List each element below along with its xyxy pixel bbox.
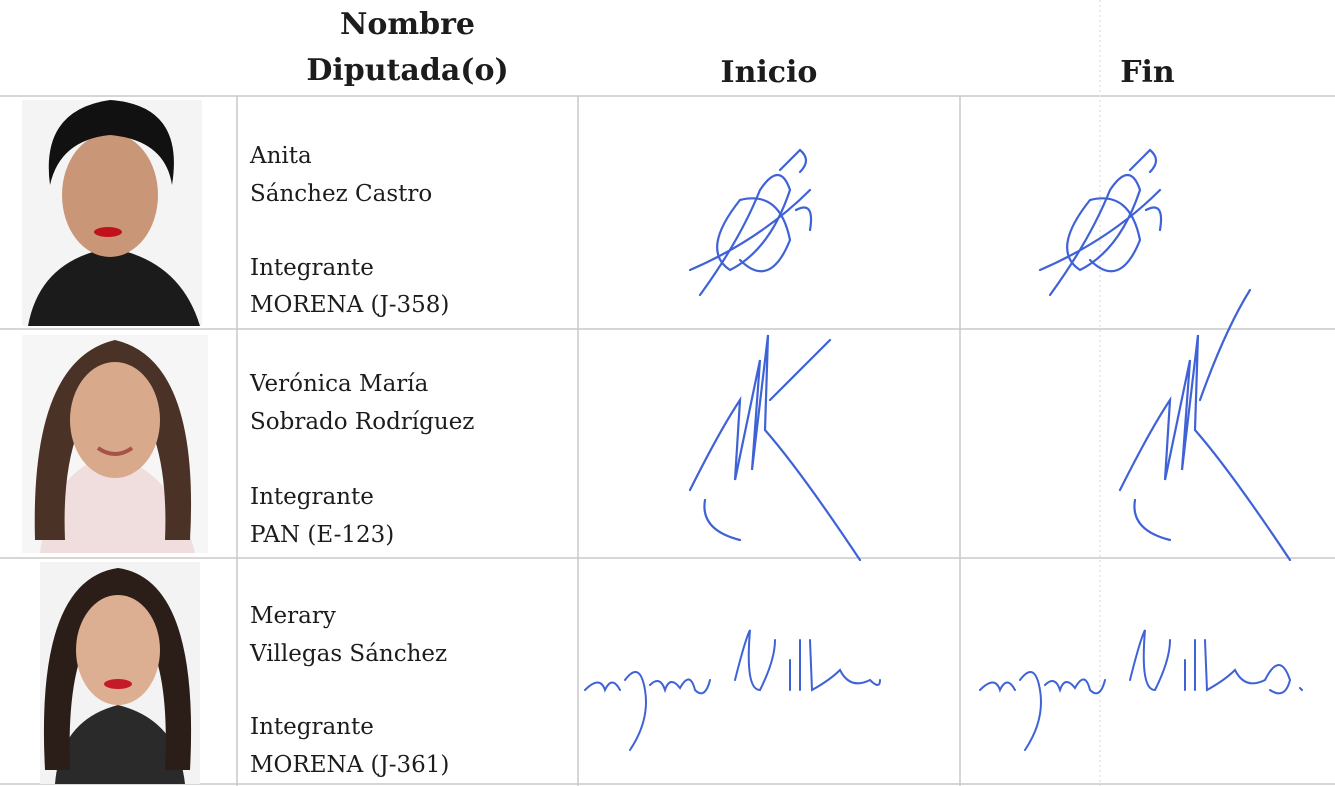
member-party: MORENA (J-358) <box>250 292 450 318</box>
member-name: Villegas Sánchez <box>250 641 448 667</box>
member-party: PAN (E-123) <box>250 522 395 548</box>
header-name: Nombre <box>339 7 476 42</box>
signature <box>584 629 1303 751</box>
member-name: Sobrado Rodríguez <box>250 409 475 435</box>
member-role: Integrante <box>250 484 374 510</box>
photo <box>40 562 200 784</box>
header-end: Fin <box>1120 55 1175 90</box>
photo <box>22 100 202 326</box>
member-role: Integrante <box>250 255 374 281</box>
signature <box>688 288 1292 562</box>
member-name: Verónica María <box>250 371 429 397</box>
photo <box>22 335 208 553</box>
member-name: Sánchez Castro <box>250 181 433 207</box>
member-party: MORENA (J-361) <box>250 752 450 778</box>
member-name: Anita <box>250 143 312 169</box>
header-name: Diputada(o) <box>306 53 509 88</box>
header-start: Inicio <box>720 55 818 90</box>
member-name: Merary <box>250 603 336 629</box>
member-role: Integrante <box>250 714 374 740</box>
signature <box>688 148 1163 297</box>
